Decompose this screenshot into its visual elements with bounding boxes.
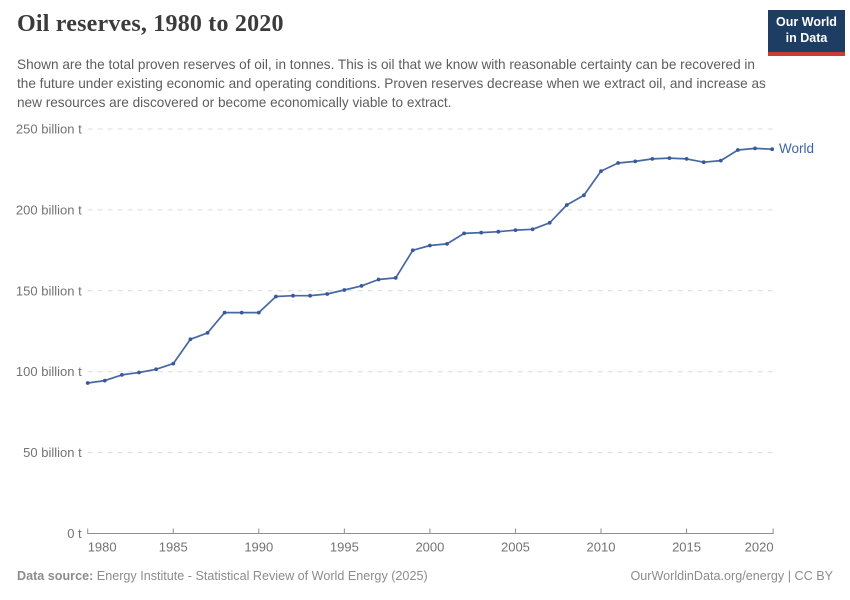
- data-point: [718, 158, 723, 163]
- chart-subtitle: Shown are the total proven reserves of o…: [17, 57, 766, 110]
- data-point: [582, 193, 586, 198]
- data-point: [188, 337, 193, 342]
- data-point: [633, 159, 638, 164]
- data-point: [171, 361, 176, 366]
- y-tick-label: 150 billion t: [16, 283, 82, 298]
- data-point: [736, 148, 740, 152]
- credit-link[interactable]: OurWorldinData.org/energy | CC BY: [630, 569, 833, 583]
- data-point: [205, 331, 210, 335]
- x-tick-label: 2010: [587, 540, 616, 555]
- data-point: [256, 310, 261, 315]
- data-point: [120, 373, 124, 377]
- data-point: [462, 231, 466, 236]
- owid-logo-line1: Our World: [776, 15, 837, 29]
- data-point: [342, 288, 347, 292]
- data-point: [650, 157, 655, 161]
- data-point: [701, 160, 706, 165]
- data-point: [684, 157, 689, 161]
- data-point: [753, 146, 757, 151]
- data-point: [667, 156, 672, 161]
- data-point: [513, 228, 518, 233]
- data-source-label: Data source:: [17, 569, 94, 583]
- data-line-world: [87, 147, 773, 384]
- data-point: [222, 310, 227, 315]
- series-label-world[interactable]: World: [779, 141, 815, 156]
- data-point: [291, 293, 295, 298]
- x-tick-label: 1990: [244, 540, 273, 555]
- data-point: [359, 284, 364, 288]
- x-tick-label: 2015: [672, 540, 701, 555]
- x-tick-label: 1985: [159, 540, 188, 555]
- x-tick-label: 1980: [88, 540, 117, 555]
- y-tick-label: 200 billion t: [16, 202, 82, 217]
- data-point: [102, 378, 107, 383]
- x-tick-label: 2020: [745, 540, 774, 555]
- data-point: [599, 169, 603, 174]
- x-tick-label: 1995: [330, 540, 359, 555]
- data-point: [428, 243, 432, 248]
- data-point: [274, 294, 278, 299]
- data-point: [530, 227, 535, 232]
- y-tick-label: 50 billion t: [23, 445, 82, 460]
- data-point: [85, 381, 90, 385]
- owid-logo[interactable]: Our World in Data: [768, 10, 845, 56]
- y-tick-label: 100 billion t: [16, 364, 82, 379]
- data-point: [393, 276, 398, 280]
- data-point: [496, 229, 501, 234]
- data-point: [616, 161, 620, 165]
- x-tick-label: 2005: [501, 540, 530, 555]
- data-point: [445, 242, 449, 246]
- data-point: [479, 230, 484, 235]
- data-point: [410, 248, 415, 253]
- data-point: [137, 370, 141, 375]
- data-point: [325, 292, 330, 296]
- owid-logo-line2: in Data: [785, 31, 828, 45]
- data-source: Data source: Energy Institute - Statisti…: [17, 569, 428, 583]
- data-point: [770, 147, 774, 152]
- y-tick-label: 0 t: [67, 526, 82, 541]
- y-tick-label: 250 billion t: [16, 122, 82, 137]
- data-source-text: Energy Institute - Statistical Review of…: [93, 569, 428, 583]
- data-point: [154, 367, 159, 372]
- data-point: [564, 203, 569, 207]
- x-tick-label: 2000: [415, 540, 444, 555]
- page-title: Oil reserves, 1980 to 2020: [17, 11, 284, 37]
- data-point: [308, 293, 312, 298]
- data-point: [547, 220, 552, 225]
- data-point: [239, 310, 244, 315]
- data-point: [376, 277, 381, 282]
